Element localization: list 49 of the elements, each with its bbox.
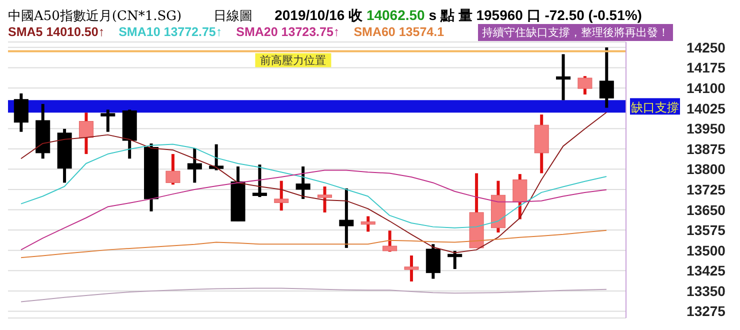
candlestick xyxy=(382,230,398,252)
y-tick-label: 13950 xyxy=(686,120,726,137)
y-tick-label: 13500 xyxy=(686,242,726,258)
y-tick-label: 13575 xyxy=(686,222,726,238)
text: SMA10 13772.75↑ xyxy=(118,25,222,39)
candlestick xyxy=(14,93,28,132)
candlestick xyxy=(317,186,332,212)
text: s 點 量 195960 口 -72.50 (-0.51%) xyxy=(428,7,642,23)
line-series xyxy=(20,288,607,302)
candlestick xyxy=(426,244,440,279)
text: SMA60 13574.1 xyxy=(354,25,444,39)
ref-line-label: 前高壓力位置 xyxy=(260,54,326,68)
candlestick xyxy=(404,255,419,282)
text: 14062.50 xyxy=(366,7,425,23)
candlestick xyxy=(274,180,289,211)
y-tick-label: 14175 xyxy=(686,60,726,76)
candlestick xyxy=(556,54,571,100)
candlestick xyxy=(100,110,116,132)
y-tick-label: 13650 xyxy=(686,202,726,218)
y-tick-label: 14025 xyxy=(686,100,726,116)
candlestick xyxy=(78,112,94,154)
y-tick-label: 13275 xyxy=(686,303,726,320)
text: SMA5 14010.50↑ xyxy=(8,25,105,39)
candlestick xyxy=(296,166,310,199)
candlestick xyxy=(599,47,614,108)
y-tick-label: 13425 xyxy=(686,262,726,279)
y-tick-label: 14250 xyxy=(686,39,726,56)
y-tick-label: 13875 xyxy=(686,140,726,157)
candlestick xyxy=(187,148,202,183)
candlestick xyxy=(252,164,267,198)
candlestick xyxy=(578,76,592,94)
candlestick xyxy=(360,216,376,232)
line-series xyxy=(20,230,607,258)
line-series xyxy=(20,170,607,250)
line-series xyxy=(20,144,607,228)
chart-subtitle: 日線圖 xyxy=(214,7,253,25)
y-tick-label: 13350 xyxy=(686,282,726,299)
candlestick xyxy=(166,154,180,185)
y-tick-label: 14100 xyxy=(686,80,726,96)
y-tick-label: 13725 xyxy=(686,181,726,198)
text: SMA20 13723.75↑ xyxy=(236,25,340,39)
band-label: 缺口支撐 xyxy=(631,100,679,114)
y-tick-label: 13800 xyxy=(686,161,726,178)
candlestick xyxy=(512,174,528,220)
candlestick xyxy=(339,188,354,248)
text: 2019/10/16 收 xyxy=(274,7,363,23)
candlestick xyxy=(448,250,462,270)
text: 持續守住缺口支撐，整理後將再出發！ xyxy=(478,24,673,41)
chart-title: 中國A50指數近月(CN*1.SG) xyxy=(8,8,182,25)
